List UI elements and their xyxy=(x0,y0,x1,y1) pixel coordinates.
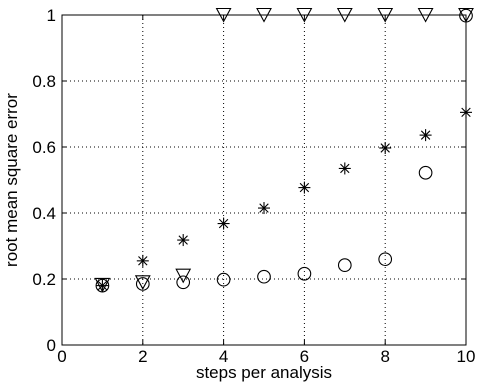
star-point xyxy=(379,141,392,154)
circle-point xyxy=(418,165,433,180)
mark-layer xyxy=(94,7,474,293)
y-tick-label: 1 xyxy=(47,6,56,25)
circle-point xyxy=(257,269,271,284)
y-tick-label: 0.6 xyxy=(32,138,56,157)
triangle-down-point xyxy=(336,7,353,23)
triangle-down-point xyxy=(377,7,394,23)
star-point xyxy=(96,279,109,292)
star-point xyxy=(419,129,432,142)
triangle-down-point xyxy=(134,275,151,290)
y-axis-label: root mean square error xyxy=(2,93,21,267)
star-point xyxy=(460,106,472,119)
grid-layer xyxy=(62,15,466,345)
circle-point xyxy=(176,275,191,290)
x-tick-label: 8 xyxy=(380,347,389,366)
x-tick-label: 2 xyxy=(138,347,147,366)
triangle-down-point xyxy=(215,7,232,23)
star-point xyxy=(338,162,351,175)
circle-point xyxy=(337,258,352,272)
star-point xyxy=(136,254,149,267)
star-point xyxy=(258,202,270,215)
x-tick-label: 6 xyxy=(300,347,309,366)
y-tick-label: 0 xyxy=(47,336,56,355)
y-tick-label: 0.2 xyxy=(32,270,56,289)
triangle-down-point xyxy=(458,7,474,23)
circle-point xyxy=(135,277,150,291)
plot-frame xyxy=(61,14,467,346)
circle-point xyxy=(216,272,231,287)
x-tick-label: 4 xyxy=(219,347,228,366)
triangle-down-point xyxy=(296,7,313,23)
triangle-down-point xyxy=(417,7,434,23)
circle-point xyxy=(378,252,393,267)
star-point xyxy=(217,217,230,230)
circle-point xyxy=(297,266,312,281)
star-point xyxy=(177,234,190,247)
y-tick-label: 0.8 xyxy=(32,72,56,91)
x-tick-label: 0 xyxy=(57,347,66,366)
triangle-down-point xyxy=(94,277,111,293)
y-tick-label: 0.4 xyxy=(32,204,56,223)
tick-layer: 0 2 4 6 8 10 0 0.2 0.4 0.6 0.8 1 xyxy=(32,6,475,366)
triangle-down-point xyxy=(256,7,272,23)
star-point xyxy=(298,181,311,194)
x-axis-label: steps per analysis xyxy=(196,363,332,382)
triangle-down-point xyxy=(175,268,192,284)
x-tick-label: 10 xyxy=(457,347,476,366)
